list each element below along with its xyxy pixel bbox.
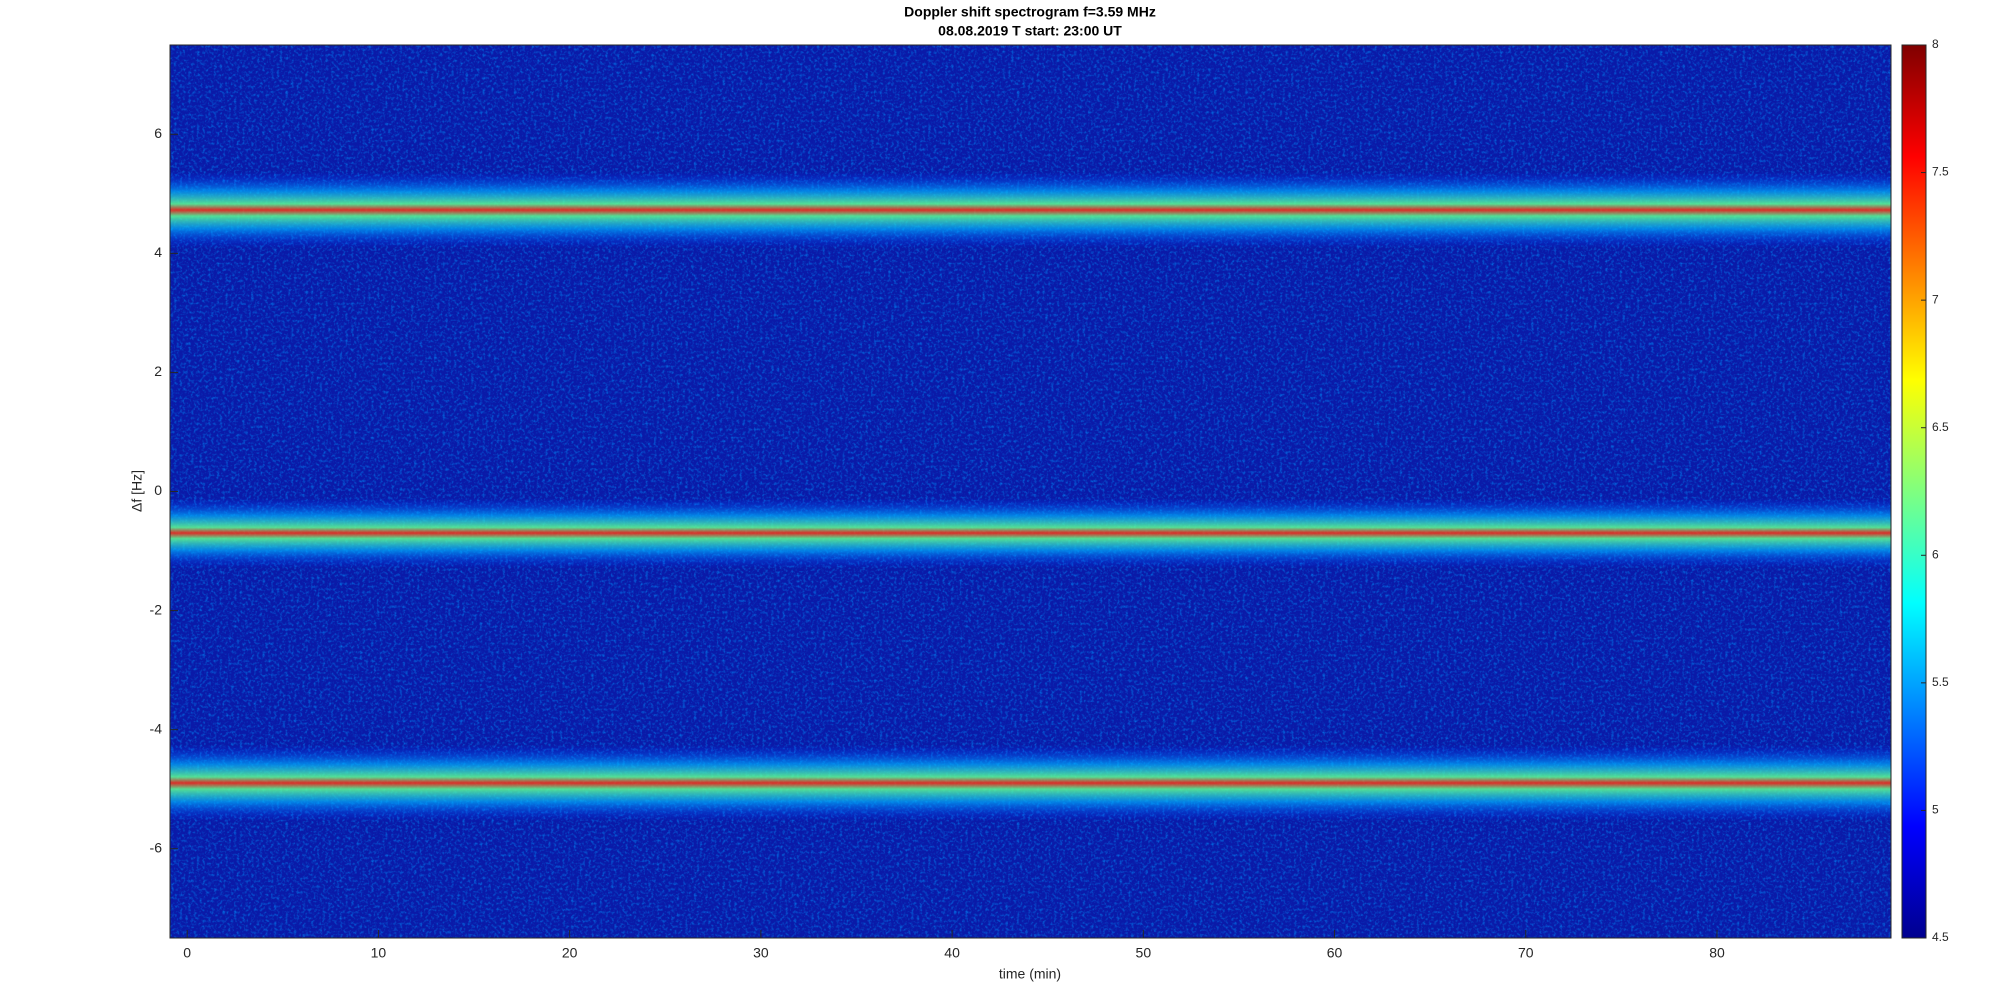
y-tick-label: -6: [150, 839, 163, 855]
y-tick-label: 6: [154, 125, 162, 141]
colorbar-tick-label: 6: [1932, 547, 1939, 561]
colorbar-tick-label: 6.5: [1932, 420, 1949, 434]
x-tick-label: 40: [944, 945, 960, 961]
colorbar-tick-label: 5: [1932, 803, 1939, 817]
y-tick-label: -4: [150, 720, 163, 736]
x-tick-label: 30: [753, 945, 769, 961]
y-tick-label: -2: [150, 601, 163, 617]
colorbar: [1901, 44, 1927, 939]
signal-band: [170, 745, 1891, 821]
colorbar-tick-label: 7: [1932, 292, 1939, 306]
x-tick-label: 70: [1518, 945, 1534, 961]
x-tick-label: 0: [183, 945, 191, 961]
spectrogram: [169, 44, 1892, 939]
chart-subtitle: 08.08.2019 T start: 23:00 UT: [938, 23, 1122, 39]
x-tick-label: 20: [562, 945, 578, 961]
y-tick-label: 0: [154, 482, 162, 498]
x-tick-label: 60: [1327, 945, 1343, 961]
chart-title: Doppler shift spectrogram f=3.59 MHz: [904, 4, 1156, 20]
colorbar-tick-label: 7.5: [1932, 165, 1949, 179]
colorbar-tick-label: 8: [1932, 37, 1939, 51]
colorbar-tick-label: 5.5: [1932, 675, 1949, 689]
x-tick-label: 10: [371, 945, 387, 961]
colorbar-tick-label: 4.5: [1932, 930, 1949, 944]
y-tick-label: 2: [154, 363, 162, 379]
signal-band: [170, 498, 1891, 568]
x-axis-label: time (min): [999, 966, 1061, 982]
x-tick-label: 50: [1136, 945, 1152, 961]
y-axis-label: Δf [Hz]: [129, 470, 145, 512]
y-tick-label: 4: [154, 244, 162, 260]
x-tick-label: 80: [1709, 945, 1725, 961]
signal-band: [170, 172, 1891, 248]
